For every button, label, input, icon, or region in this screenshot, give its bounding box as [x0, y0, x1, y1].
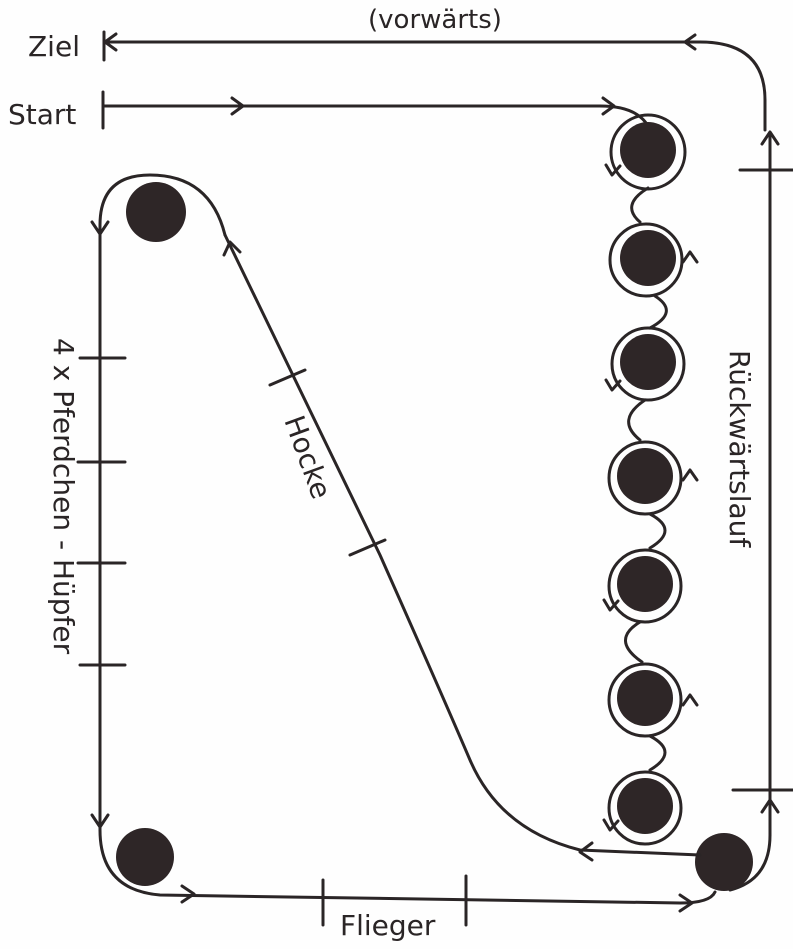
slalom-cones: [602, 113, 699, 846]
label-flyer: Flieger: [340, 909, 436, 942]
cone-2: [620, 230, 676, 286]
cone-4: [617, 448, 673, 504]
cone-7: [617, 778, 673, 834]
label-backward-run: Rückwärtslauf: [723, 350, 756, 548]
squat-path: [222, 233, 702, 862]
label-forward: (vorwärts): [368, 5, 502, 35]
cone-1: [620, 122, 676, 178]
cone-5: [617, 556, 673, 612]
cone-bottom-left: [116, 828, 174, 886]
cone-3: [620, 334, 676, 390]
cone-bottom-right: [695, 833, 753, 891]
start-path: [101, 90, 652, 132]
label-finish: Ziel: [28, 30, 80, 63]
pony-hop-path: [76, 173, 227, 832]
cone-6: [617, 670, 673, 726]
cone-top-left: [126, 182, 186, 242]
label-start: Start: [8, 98, 76, 131]
label-squat: Hocke: [277, 411, 337, 503]
backward-run-path: [728, 130, 793, 892]
label-pony-hop: 4 x Pferdchen - Hüpfer: [47, 338, 80, 655]
finish-path: [102, 30, 767, 132]
flyer-path: [98, 828, 753, 927]
